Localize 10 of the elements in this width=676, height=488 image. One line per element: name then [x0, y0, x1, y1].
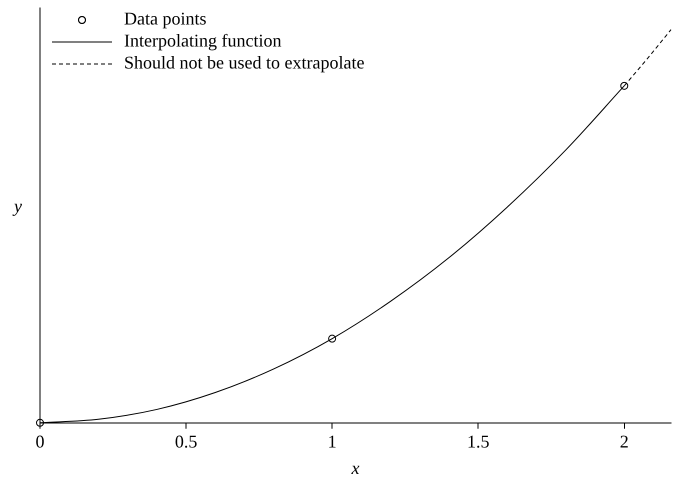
y-axis-title: y	[12, 196, 22, 216]
x-tick-label: 2	[620, 431, 629, 452]
x-tick-label: 1	[328, 431, 337, 452]
x-tick-label: 0.5	[174, 431, 198, 452]
legend-label: Should not be used to extrapolate	[124, 52, 364, 73]
x-tick-label: 0	[36, 431, 44, 452]
x-axis-title: x	[350, 458, 360, 478]
legend-label: Data points	[124, 8, 206, 29]
legend-label: Interpolating function	[124, 30, 282, 51]
x-tick-label: 1.5	[466, 431, 490, 452]
